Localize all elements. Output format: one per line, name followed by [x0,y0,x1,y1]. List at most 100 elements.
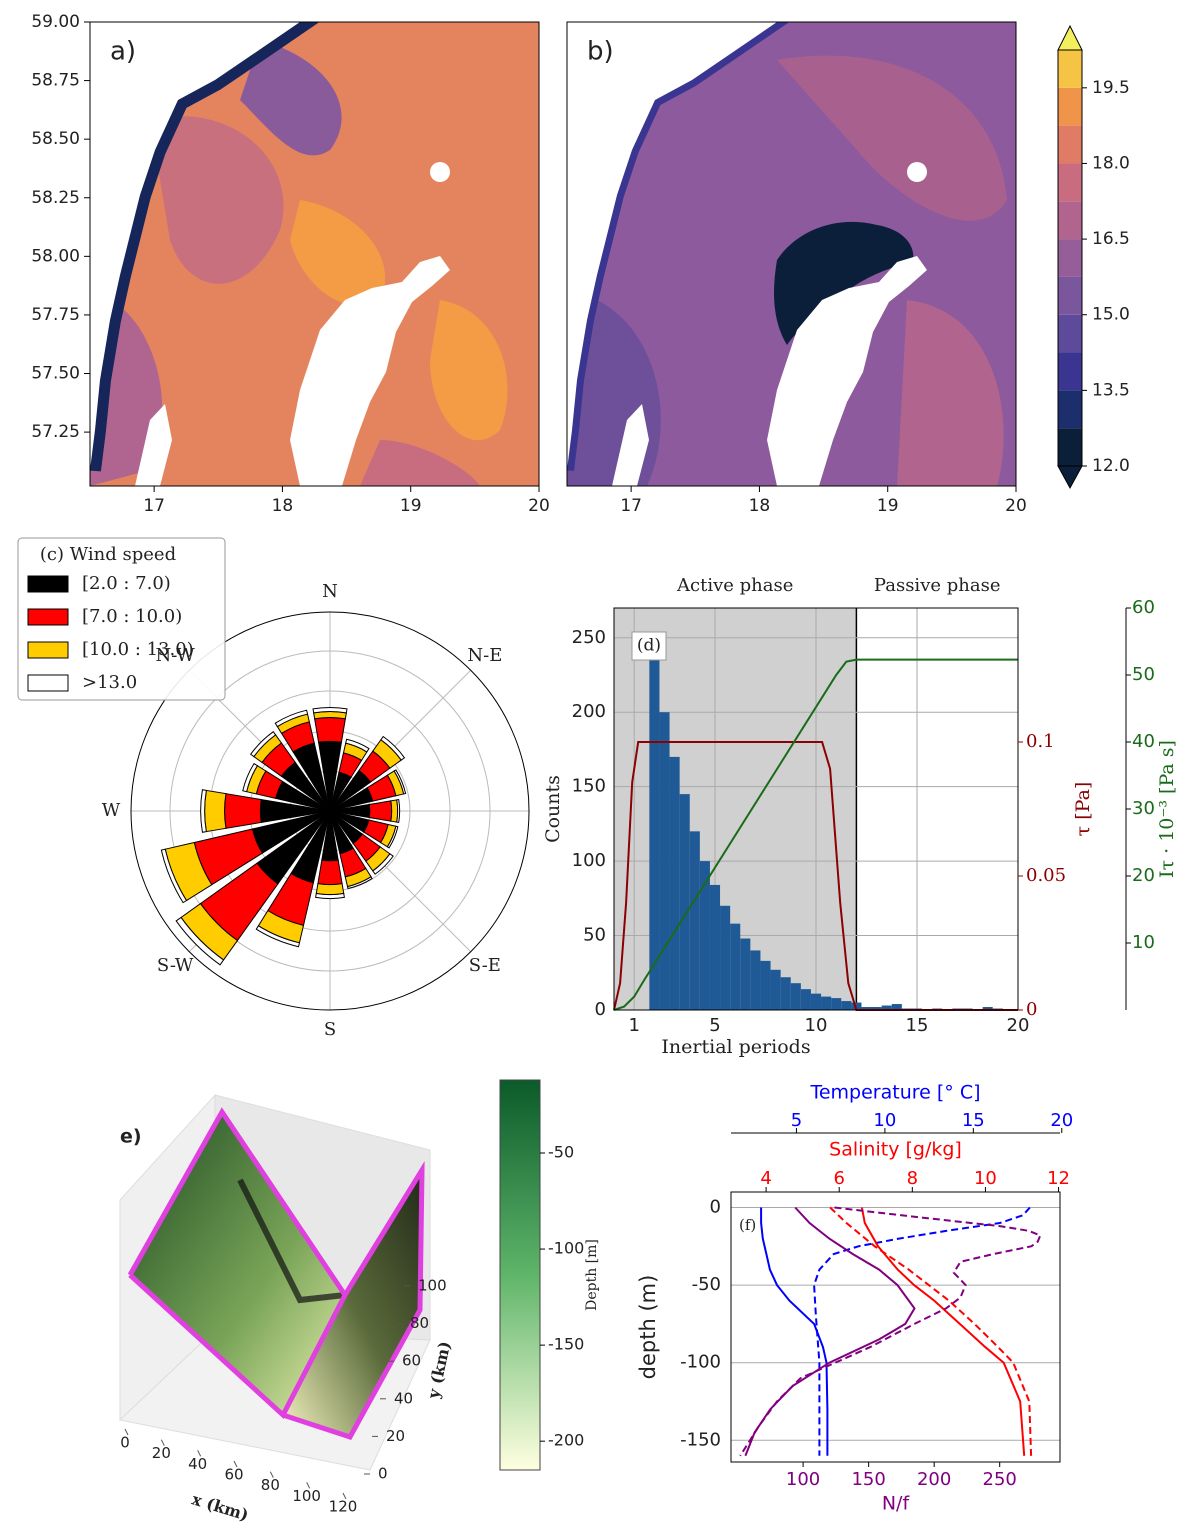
y3-tick-label: 10 [1132,932,1155,953]
colorbar-label: Depth [m] [584,1239,600,1311]
rose-segment [314,716,346,743]
colorbar-tick-label: 16.5 [1092,229,1130,249]
x-tick-label: 8 [907,1168,918,1189]
y-tick-label: 58.75 [31,71,80,91]
x-axis-title: Salinity [g/kg] [829,1139,962,1161]
x-tick [160,1439,165,1446]
x-tick-label: 15 [906,1015,929,1036]
histogram-bar [649,658,660,1010]
histogram-bar [790,983,801,1010]
x-tick [124,1428,129,1436]
rose-segment [242,762,259,793]
panel-label: (d) [637,636,661,656]
y-axis-label: y (km) [423,1339,454,1401]
rose-segment [368,800,393,822]
y3-tick-label: 60 [1132,597,1155,618]
y-tick-label: 0 [378,1465,388,1483]
rose-segment [315,883,345,896]
x-tick-label: 19 [400,496,422,516]
colorbar-band [1058,352,1082,391]
histogram-bar [891,1004,902,1010]
histogram-bar [861,1007,872,1010]
profile-line [744,1206,916,1457]
legend-label: [2.0 : 7.0) [82,573,171,594]
colorbar-tick-label: 19.5 [1092,78,1130,98]
y-axis-label: depth (m) [636,1275,660,1380]
x-tick-label: 17 [620,496,642,516]
x-tick-label: 40 [188,1455,207,1473]
y-tick-label: 60 [402,1352,421,1370]
x-tick-label: 60 [224,1466,243,1484]
surface-3d [118,1079,541,1471]
histogram-bar [740,938,751,1010]
histogram-bar [659,712,670,1010]
y-tick-label: 57.75 [31,305,80,325]
y-tick-label: 100 [572,850,606,871]
colorbar-under [1057,465,1083,490]
y2-tick-label: 0 [1026,999,1037,1020]
rose-segment [204,789,227,833]
x-tick-label: 200 [917,1469,951,1490]
colorbar-over [1057,24,1083,51]
y-tick-label: 200 [572,701,606,722]
phase-label: Passive phase [874,575,1001,596]
histogram-bar [982,1007,993,1010]
colorbar-tick-label: -50 [548,1143,574,1162]
rose-segment [200,789,207,833]
phase-label: Active phase [676,575,793,596]
histogram-bar [689,831,700,1010]
panel-label: (f) [739,1216,756,1234]
rose-segment [255,925,301,948]
x-tick-label: 10 [805,1015,828,1036]
legend-label: [10.0 : 13.0) [82,639,194,660]
y-tick-label: 50 [583,925,606,946]
rose-segment [312,707,348,714]
legend-box [17,537,226,701]
histogram-bar [709,884,721,1010]
legend-title: (c) Wind speed [40,544,176,565]
histogram-bar [881,1005,892,1010]
x-tick-label: 10 [873,1110,896,1131]
x-tick-label: 0 [120,1434,130,1452]
profile-line [829,1206,1033,1456]
rose-segment [160,848,188,904]
x-tick-label: 150 [851,1469,885,1490]
rose-segment [249,730,277,758]
x-axis-title: N/f [882,1493,911,1515]
x-tick-label: 18 [272,496,294,516]
direction-label: S [324,1019,336,1040]
colorbar-band [1058,163,1082,202]
colorbar-tick-label: 12.0 [1092,456,1130,476]
x-tick-label: 120 [329,1498,358,1516]
direction-label: S-E [469,955,501,976]
histogram-bar [841,1001,852,1010]
histogram-bar [720,905,731,1010]
x-tick-label: 6 [833,1168,844,1189]
histogram-bar [871,1007,882,1010]
y3-tick-label: 40 [1132,731,1155,752]
x-tick-label: 19 [877,496,899,516]
rose-segment [345,738,370,753]
x-tick-label: 100 [786,1469,820,1490]
x-tick-label: 5 [709,1015,720,1036]
y3-tick-label: 20 [1132,865,1155,886]
histogram-bar [831,998,842,1010]
y-tick-label: 40 [394,1389,413,1407]
colorbar-band [1058,314,1082,353]
y2-tick-label: 0.1 [1026,731,1055,752]
profile-line [739,1206,1042,1457]
y-tick-label: 57.25 [31,422,80,442]
rose-segment [372,853,394,875]
panel-label: e) [120,1126,142,1148]
colorbar-tick-label: -150 [548,1335,584,1354]
map-frame [89,21,540,487]
y-tick-label: 58.50 [31,129,80,149]
y-tick-label: 59.00 [31,12,80,32]
x-tick-label: 20 [528,496,550,516]
rose-segment [315,892,345,900]
y-tick-label: -150 [680,1429,721,1450]
direction-label: S-W [157,955,194,976]
y-tick-label: 100 [418,1277,447,1295]
colorbar-band [1058,428,1082,466]
y3-tick-label: 30 [1132,798,1155,819]
